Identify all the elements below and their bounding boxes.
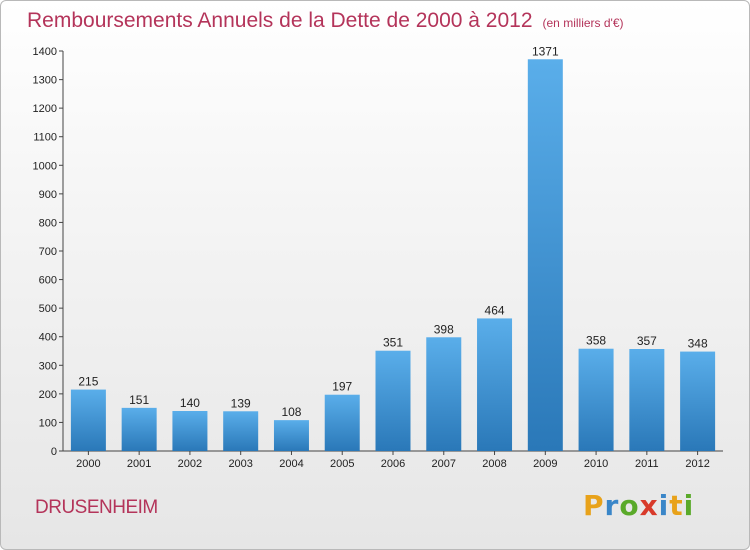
y-tick-label: 400 (39, 332, 57, 344)
y-tick-label: 1300 (33, 75, 57, 87)
y-tick-label: 1200 (33, 103, 57, 115)
y-tick-label: 300 (39, 360, 57, 372)
logo-letter: r (604, 489, 620, 522)
bar-2006 (375, 350, 411, 451)
chart-title: Remboursements Annuels de la Dette de 20… (27, 9, 624, 33)
bar-2011 (629, 349, 665, 451)
y-tick-label: 1400 (33, 46, 57, 58)
y-tick-label: 0 (51, 446, 57, 458)
logo-letter: o (619, 489, 640, 522)
bar-2008 (477, 318, 513, 451)
data-label-2008: 464 (485, 303, 505, 317)
data-label-2001: 151 (129, 393, 149, 407)
logo-letter: x (639, 489, 659, 522)
bar-2001 (121, 407, 157, 451)
proxiti-logo: Proxiti (583, 489, 694, 522)
bar-2003 (223, 411, 259, 451)
x-tick-label-2007: 2007 (432, 458, 456, 470)
x-tick-label-2008: 2008 (482, 458, 506, 470)
bar-2005 (324, 394, 360, 451)
chart-bars: 215 151 140 139 108 197 351 398 464 1371 358 357 348 (70, 44, 716, 452)
y-tick-label: 200 (39, 389, 57, 401)
chart-title-text: Remboursements Annuels de la Dette de 20… (27, 9, 533, 32)
data-label-2011: 357 (637, 334, 657, 348)
x-tick-label-2001: 2001 (127, 458, 151, 470)
logo-letter: i (683, 489, 695, 522)
bar-2004 (273, 420, 309, 451)
logo-letter: P (583, 489, 605, 522)
bar-2012 (680, 351, 716, 451)
x-tick-label-2012: 2012 (685, 458, 709, 470)
x-tick-label-2005: 2005 (330, 458, 354, 470)
data-label-2006: 351 (383, 336, 403, 350)
y-tick-label: 900 (39, 189, 57, 201)
bar-2000 (70, 389, 106, 451)
logo-letter: t (669, 489, 684, 522)
data-label-2005: 197 (332, 380, 352, 394)
data-label-2012: 348 (688, 337, 708, 351)
chart-subtitle: (en milliers d'€) (542, 16, 624, 30)
x-tick-label-2002: 2002 (178, 458, 202, 470)
y-tick-label: 500 (39, 303, 57, 315)
bar-2007 (426, 337, 462, 451)
data-label-2010: 358 (586, 334, 606, 348)
y-tick-label: 1100 (33, 132, 57, 144)
y-tick-label: 600 (39, 275, 57, 287)
bar-2010 (578, 348, 614, 451)
y-tick-label: 700 (39, 246, 57, 258)
data-label-2000: 215 (78, 375, 98, 389)
y-tick-label: 100 (39, 417, 57, 429)
x-tick-label-2003: 2003 (228, 458, 252, 470)
x-tick-label-2004: 2004 (279, 458, 303, 470)
data-label-2004: 108 (281, 405, 301, 419)
data-label-2002: 140 (180, 396, 200, 410)
bar-2002 (172, 411, 208, 451)
logo-letter: i (658, 489, 670, 522)
town-name: DRUSENHEIM (35, 497, 158, 518)
y-tick-label: 1000 (33, 160, 57, 172)
x-tick-label-2011: 2011 (635, 458, 659, 470)
data-label-2007: 398 (434, 322, 454, 336)
data-label-2003: 139 (231, 396, 251, 410)
x-tick-label-2006: 2006 (381, 458, 405, 470)
x-tick-label-2000: 2000 (76, 458, 100, 470)
y-tick-label: 800 (39, 217, 57, 229)
x-tick-label-2010: 2010 (584, 458, 608, 470)
data-label-2009: 1371 (532, 44, 559, 58)
x-tick-label-2009: 2009 (533, 458, 557, 470)
bar-2009 (527, 59, 563, 452)
